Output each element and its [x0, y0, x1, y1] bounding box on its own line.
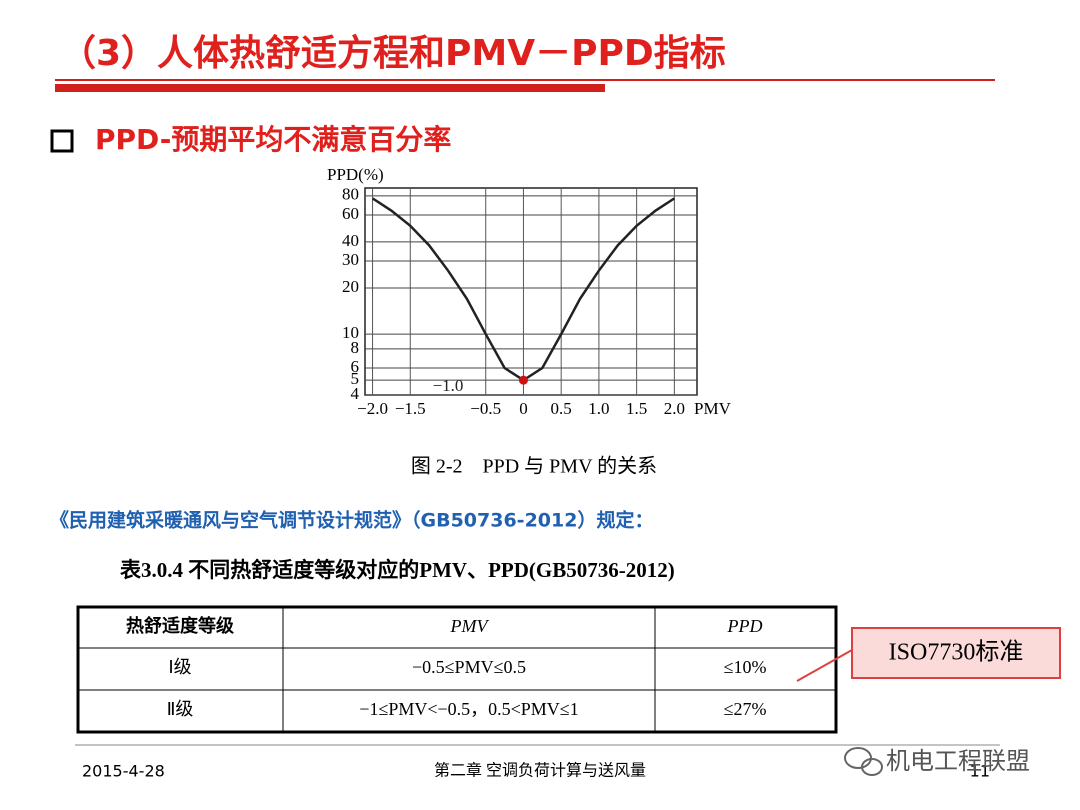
callout-text: ISO7730标准 — [889, 639, 1024, 666]
y-axis-label: PPD(%) — [327, 165, 384, 184]
footer-page: 11 — [970, 762, 990, 781]
table-cell: ≤10% — [724, 657, 767, 677]
title-bar — [55, 84, 605, 92]
x-tick-label: 1.0 — [588, 399, 609, 418]
x-tick-label: 2.0 — [664, 399, 685, 418]
footer-chapter: 第二章 空调负荷计算与送风量 — [434, 761, 646, 780]
bullet — [50, 129, 74, 153]
table-header: 热舒适度等级 — [126, 615, 235, 636]
x-tick-label: 1.5 — [626, 399, 647, 418]
callout-pointer — [796, 649, 853, 682]
table-cell: ≤27% — [724, 699, 767, 719]
y-tick-label: 30 — [342, 250, 359, 269]
y-tick-label: 20 — [342, 277, 359, 296]
slide-title: （3）人体热舒适方程和PMV－PPD指标 — [60, 33, 726, 74]
y-tick-label: 60 — [342, 204, 359, 223]
y-tick-label: 80 — [342, 185, 359, 204]
annotation: −1.0 — [433, 376, 464, 395]
footer-date: 2015-4-28 — [82, 762, 165, 781]
y-tick-label: 6 — [351, 357, 360, 376]
table-header: PMV — [450, 616, 490, 636]
table-caption: 表3.0.4 不同热舒适度等级对应的PMV、PPD(GB50736-2012) — [120, 558, 675, 582]
reference: 《民用建筑采暖通风与空气调节设计规范》（GB50736-2012）规定： — [50, 509, 653, 532]
table-cell: −1≤PMV<−0.5，0.5<PMV≤1 — [359, 699, 578, 719]
y-tick-label: 10 — [342, 323, 359, 342]
table-cell: Ⅱ级 — [167, 699, 194, 719]
chart-caption: 图 2-2 PPD 与 PMV 的关系 — [411, 455, 657, 478]
y-tick-label: 5 — [351, 369, 360, 388]
bullet-title: PPD-预期平均不满意百分率 — [95, 123, 451, 156]
watermark: 机电工程联盟 — [886, 747, 1030, 775]
x-tick-label: 0.5 — [551, 399, 572, 418]
x-tick-label: −1.5 — [395, 399, 426, 418]
x-axis-label: PMV — [694, 399, 732, 418]
table-cell: −0.5≤PMV≤0.5 — [412, 657, 526, 677]
y-tick-label: 8 — [351, 338, 360, 357]
callout-box — [851, 627, 1061, 679]
table-cell: Ⅰ级 — [168, 657, 191, 677]
x-tick-label: −2.0 — [357, 399, 388, 418]
watermark-icon — [844, 747, 883, 776]
table-frame — [76, 605, 838, 734]
x-tick-label: −0.5 — [470, 399, 501, 418]
table: 热舒适度等级 PMV PPD Ⅰ级 −0.5≤PMV≤0.5 ≤10% Ⅱ级 −… — [76, 605, 838, 734]
x-tick-label: 0 — [519, 399, 528, 418]
y-tick-label: 4 — [351, 384, 360, 403]
highlight-point — [518, 375, 528, 385]
table-header: PPD — [727, 616, 763, 636]
y-tick-label: 40 — [342, 231, 359, 250]
plot-frame — [364, 187, 698, 396]
